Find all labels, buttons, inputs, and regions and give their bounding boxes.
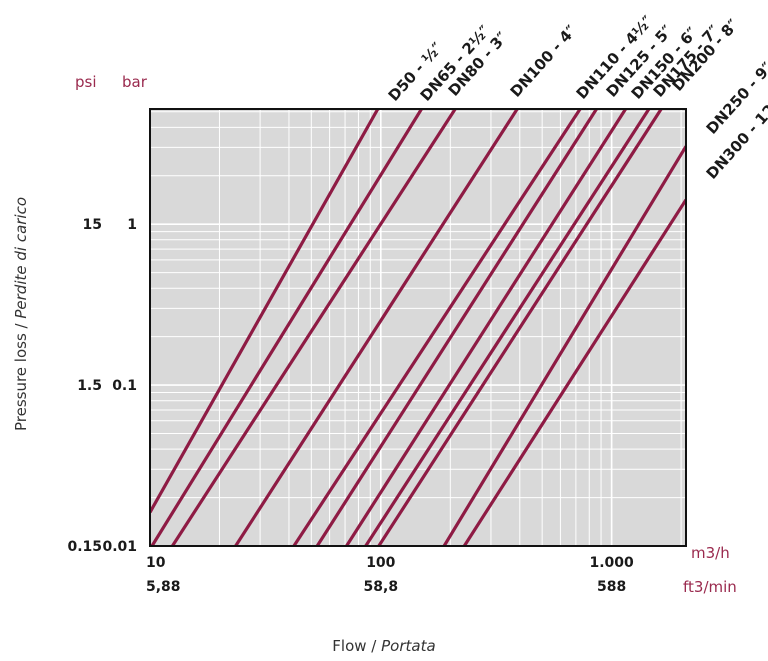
x-tick-label: 100	[366, 555, 395, 571]
axis-ticks: 10 5,88 100 58,8 1.000 588 15 1 1.5 0.1 0.15 0.01	[67, 217, 634, 595]
series-line	[150, 109, 380, 514]
y-tick-label-bar: 1	[127, 217, 137, 233]
series-line	[234, 109, 519, 546]
series-line	[462, 198, 686, 546]
plot-background	[150, 109, 686, 546]
x-tick-label-secondary: 5,88	[146, 579, 181, 595]
y-tick-label-psi: 0.15	[67, 539, 102, 555]
y-tick-label-bar: 0.01	[102, 539, 137, 555]
series-line	[345, 109, 627, 546]
series-line	[442, 145, 686, 546]
series-line	[377, 109, 663, 546]
series-line	[292, 109, 582, 546]
plot-frame	[149, 108, 687, 547]
x-axis-title-italic: Portata	[381, 637, 436, 655]
x-axis-title: Flow / Portata	[332, 637, 435, 655]
x-tick-label: 10	[146, 555, 166, 571]
series-line	[364, 109, 651, 546]
y-axis-title-main: Pressure loss /	[12, 319, 30, 431]
x-tick-label-secondary: 58,8	[364, 579, 399, 595]
series-lines	[150, 109, 686, 546]
x-axis-title-main: Flow /	[332, 637, 381, 655]
y-unit-psi: psi	[75, 73, 97, 91]
x-tick-label-secondary: 588	[597, 579, 626, 595]
x-unit-primary: m3/h	[691, 544, 730, 562]
plot-border	[149, 108, 687, 547]
series-label: DN100 - 4″	[507, 21, 581, 100]
y-axis-title: Pressure loss / Perdite di carico	[12, 197, 30, 431]
y-tick-label-psi: 1.5	[77, 378, 102, 394]
y-axis-title-italic: Perdite di carico	[12, 197, 30, 319]
series-line	[171, 109, 457, 546]
series-line	[315, 109, 598, 546]
y-unit-bar: bar	[122, 73, 148, 91]
y-tick-label-bar: 0.1	[112, 378, 137, 394]
x-unit-primary-text: m3/h	[691, 544, 730, 562]
x-unit-secondary: ft3/min	[683, 578, 737, 596]
x-tick-label: 1.000	[589, 555, 634, 571]
plot-area	[150, 109, 686, 546]
series-line	[150, 109, 423, 546]
x-unit-secondary-text: ft3/min	[683, 578, 737, 596]
y-tick-label-psi: 15	[83, 217, 102, 233]
